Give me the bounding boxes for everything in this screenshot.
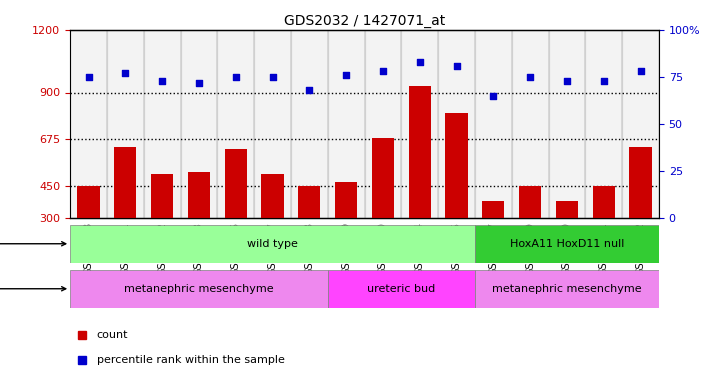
Bar [585, 30, 622, 217]
Bar [114, 147, 136, 218]
Point [156, 78, 168, 84]
Text: metanephric mesenchyme: metanephric mesenchyme [492, 284, 641, 294]
Point [304, 87, 315, 93]
Bar [144, 30, 181, 217]
Text: wild type: wild type [247, 239, 298, 249]
Point [598, 78, 609, 84]
FancyBboxPatch shape [70, 225, 475, 262]
Bar [438, 30, 475, 217]
Text: ureteric bud: ureteric bud [367, 284, 435, 294]
Bar [482, 201, 504, 217]
Bar [475, 30, 512, 217]
Bar [77, 186, 100, 218]
Bar [592, 186, 615, 218]
Bar [70, 30, 107, 217]
Bar [622, 30, 659, 217]
Text: HoxA11 HoxD11 null: HoxA11 HoxD11 null [510, 239, 624, 249]
Point [488, 93, 499, 99]
Point [635, 68, 646, 74]
FancyBboxPatch shape [475, 225, 659, 262]
Point [120, 70, 131, 76]
Bar [365, 30, 401, 217]
Point [524, 74, 536, 80]
Text: tissue: tissue [0, 284, 66, 294]
Text: count: count [97, 330, 128, 340]
Text: percentile rank within the sample: percentile rank within the sample [97, 355, 285, 365]
Bar [556, 201, 578, 217]
Bar [291, 30, 327, 217]
Bar [217, 30, 254, 217]
Bar [261, 174, 283, 217]
Bar [372, 138, 394, 218]
Point [83, 74, 94, 80]
Bar [409, 86, 430, 218]
Point [267, 74, 278, 80]
Bar [254, 30, 291, 217]
Title: GDS2032 / 1427071_at: GDS2032 / 1427071_at [284, 13, 445, 28]
Bar [519, 186, 541, 218]
Bar [629, 147, 652, 218]
Bar [181, 30, 217, 217]
Point [414, 59, 426, 65]
Bar [548, 30, 585, 217]
Point [341, 72, 352, 78]
FancyBboxPatch shape [327, 270, 475, 308]
Point [193, 80, 205, 86]
Bar [335, 182, 357, 218]
Text: genotype/variation: genotype/variation [0, 239, 66, 249]
Point [451, 63, 462, 69]
Point [230, 74, 241, 80]
Bar [151, 174, 173, 217]
FancyBboxPatch shape [475, 270, 659, 308]
Text: metanephric mesenchyme: metanephric mesenchyme [124, 284, 273, 294]
Bar [445, 113, 468, 218]
Bar [188, 172, 210, 217]
FancyBboxPatch shape [70, 270, 327, 308]
Bar [327, 30, 365, 217]
Bar [401, 30, 438, 217]
Bar [224, 149, 247, 217]
Bar [107, 30, 144, 217]
Bar [299, 186, 320, 218]
Bar [512, 30, 548, 217]
Point [377, 68, 388, 74]
Point [562, 78, 573, 84]
